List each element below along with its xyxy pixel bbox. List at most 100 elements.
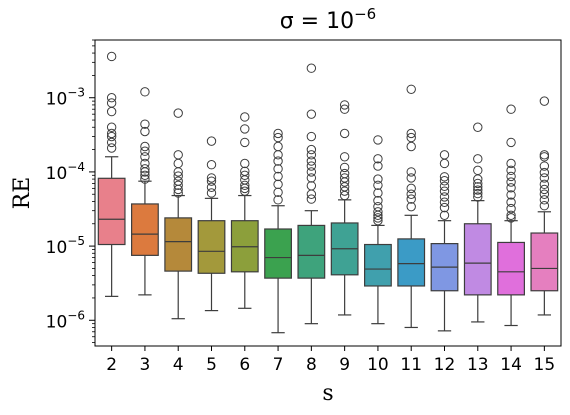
x-axis-label: s (322, 381, 333, 406)
outlier-point (173, 150, 183, 160)
outlier-point (406, 141, 416, 152)
x-tick-label: 5 (206, 355, 217, 375)
outlier-point (339, 162, 350, 173)
outlier-point (306, 161, 317, 171)
x-tick-label: 9 (339, 355, 350, 375)
x-tick-label: 8 (306, 355, 317, 375)
outlier-point (306, 63, 317, 73)
outlier-point (140, 170, 150, 181)
x-tick-label: 4 (173, 355, 184, 375)
outlier-point (106, 137, 117, 148)
x-tick-label: 13 (467, 355, 489, 375)
outlier-point (539, 161, 550, 171)
box-group-s12 (430, 150, 459, 332)
outlier-point (106, 98, 117, 108)
outlier-point (406, 128, 416, 139)
box-iqr (364, 243, 392, 287)
outlier-point (339, 173, 350, 183)
outlier-point (206, 182, 217, 193)
outlier-point (406, 183, 416, 194)
outlier-point (373, 180, 383, 190)
outlier-point (240, 158, 250, 169)
outlier-point (539, 167, 550, 178)
outlier-point (439, 150, 450, 160)
box-group-s11 (397, 84, 426, 329)
outlier-point (439, 210, 450, 221)
outlier-point (506, 183, 516, 193)
outlier-point (506, 213, 516, 223)
outlier-point (106, 106, 117, 117)
outlier-point (406, 189, 416, 199)
outlier-point (306, 167, 317, 177)
outlier-point (273, 195, 283, 205)
outlier-point (339, 186, 350, 196)
outlier-point (206, 176, 217, 186)
outlier-point (506, 177, 516, 187)
x-tick-label: 10 (367, 355, 389, 375)
outlier-point (106, 51, 117, 62)
outlier-point (206, 188, 217, 198)
outlier-point (240, 112, 250, 122)
outlier-point (306, 189, 317, 199)
outlier-point (539, 195, 550, 205)
outlier-point (539, 150, 550, 160)
outlier-point (106, 131, 117, 142)
box-iqr (164, 217, 193, 272)
outlier-point (439, 202, 450, 213)
outlier-point (306, 150, 317, 160)
box-iqr (497, 241, 525, 296)
outlier-point (240, 124, 250, 134)
outlier-point (506, 137, 516, 148)
outlier-point (473, 165, 483, 176)
outlier-point (406, 84, 416, 94)
outlier-point (106, 128, 117, 139)
outlier-point (206, 173, 217, 183)
outlier-point (439, 192, 450, 202)
outlier-point (240, 166, 250, 176)
outlier-point (373, 201, 383, 212)
outlier-point (273, 141, 283, 152)
outlier-point (506, 165, 516, 176)
outlier-point (273, 171, 283, 182)
outlier-point (506, 104, 516, 114)
x-tick-label: 12 (434, 355, 456, 375)
outlier-point (406, 132, 416, 143)
outlier-point (439, 186, 450, 196)
box-group-s14 (497, 104, 525, 327)
box-iqr (397, 238, 426, 287)
outlier-point (140, 146, 150, 156)
outlier-point (306, 173, 317, 183)
outlier-point (173, 176, 183, 186)
outlier-point (106, 93, 117, 103)
outlier-point (439, 197, 450, 207)
box-group-s3 (131, 87, 159, 296)
svg-text:σ = 10−6: σ = 10−6 (280, 5, 376, 34)
outlier-point (473, 154, 483, 164)
box-group-s4 (164, 108, 193, 320)
outlier-point (473, 192, 483, 202)
outlier-point (406, 201, 416, 212)
outlier-point (506, 171, 516, 182)
outlier-point (539, 96, 550, 106)
outlier-point (339, 168, 350, 179)
outlier-point (140, 164, 150, 174)
outlier-point (173, 188, 183, 198)
title-exponent: −6 (354, 5, 376, 23)
outlier-point (206, 136, 217, 146)
outlier-point (273, 156, 283, 166)
outlier-point (439, 158, 450, 169)
outlier-point (339, 100, 350, 110)
outlier-point (240, 186, 250, 196)
outlier-point (373, 215, 383, 226)
outlier-point (273, 150, 283, 160)
box-group-s9 (330, 100, 359, 316)
box-group-s2 (97, 51, 126, 297)
outlier-point (173, 171, 183, 181)
box-iqr (131, 203, 159, 256)
outlier-point (306, 156, 317, 166)
axes: 2 3 4 5 6 7 8 9 10 11 12 13 14 15 10−6 10−5 10−4 10−3 (46, 39, 562, 375)
box-group-s15 (530, 96, 559, 316)
outlier-point (140, 87, 150, 97)
box-iqr (97, 177, 126, 246)
outlier-point (473, 185, 483, 195)
